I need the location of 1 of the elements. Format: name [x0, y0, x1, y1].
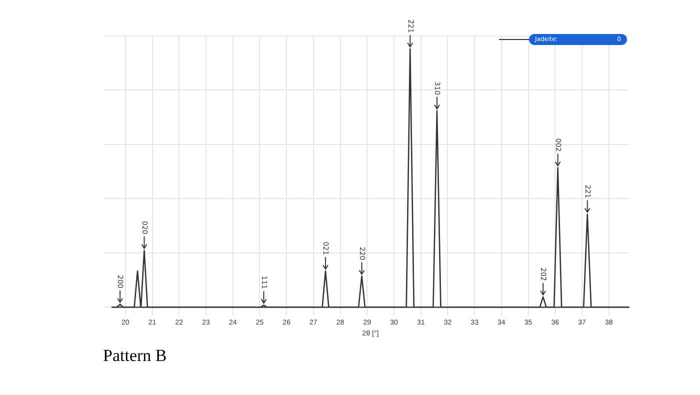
text: Pattern B — [103, 346, 167, 366]
